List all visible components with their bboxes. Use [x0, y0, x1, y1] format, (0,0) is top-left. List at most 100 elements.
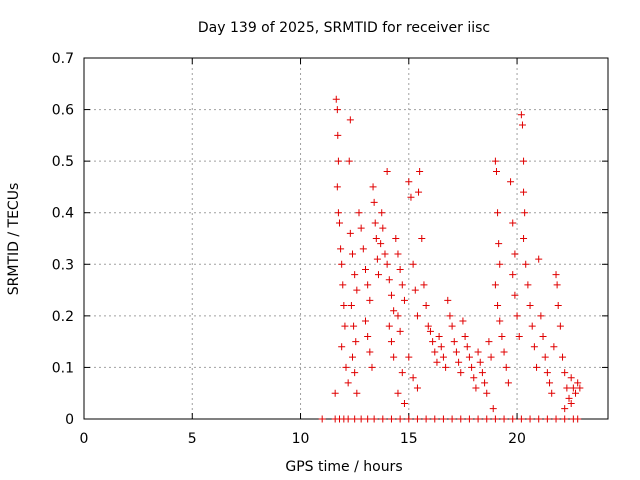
data-point [576, 384, 584, 392]
data-point [422, 415, 430, 423]
data-point [364, 281, 372, 289]
data-point [554, 302, 562, 310]
data-point [396, 327, 404, 335]
data-point [572, 389, 580, 397]
data-point [511, 250, 519, 258]
data-point [509, 219, 517, 227]
data-point [483, 415, 491, 423]
y-tick-label: 0.6 [52, 103, 74, 119]
data-point [352, 338, 360, 346]
data-point [342, 363, 350, 371]
data-point [446, 312, 454, 320]
data-point [394, 389, 402, 397]
data-point [465, 353, 473, 361]
y-tick-label: 0.2 [52, 309, 74, 325]
x-axis: 0 5 10 15 20 [80, 58, 526, 447]
data-point [470, 374, 478, 382]
data-point [495, 240, 503, 248]
data-point [336, 219, 344, 227]
data-point [361, 317, 369, 325]
x-tick-label: 20 [508, 431, 526, 447]
data-point [507, 178, 515, 186]
data-point [481, 379, 489, 387]
data-point [442, 363, 450, 371]
data-point [366, 348, 374, 356]
data-point [496, 260, 504, 268]
data-point [344, 415, 352, 423]
data-point [550, 343, 558, 351]
data-point [340, 302, 348, 310]
data-point [345, 157, 353, 165]
data-point [334, 157, 342, 165]
data-point [368, 363, 376, 371]
data-point [353, 389, 361, 397]
data-point [489, 405, 497, 413]
data-point [416, 167, 424, 175]
data-point [400, 400, 408, 408]
data-point [524, 281, 532, 289]
data-point [370, 198, 378, 206]
data-point [539, 332, 547, 340]
data-point [485, 338, 493, 346]
data-point [331, 389, 339, 397]
data-point [543, 369, 551, 377]
data-point [338, 343, 346, 351]
data-point [452, 348, 460, 356]
data-point [379, 224, 387, 232]
data-point [413, 415, 421, 423]
data-point [344, 379, 352, 387]
data-point [457, 369, 465, 377]
data-point [530, 343, 538, 351]
data-point [437, 343, 445, 351]
data-point [387, 338, 395, 346]
data-point [341, 322, 349, 330]
y-axis-label: SRMTID / TECUs [6, 183, 22, 296]
data-point [472, 384, 480, 392]
data-point [400, 296, 408, 304]
data-point [374, 271, 382, 279]
data-point [334, 209, 342, 217]
data-point [526, 415, 534, 423]
data-point [339, 281, 347, 289]
data-point [370, 415, 378, 423]
data-point [533, 363, 541, 371]
data-point [569, 384, 577, 392]
data-point [552, 415, 560, 423]
data-point [487, 353, 495, 361]
data-point [439, 353, 447, 361]
data-point [543, 415, 551, 423]
data-point [346, 229, 354, 237]
data-point [517, 111, 525, 119]
data-point [546, 379, 554, 387]
data-point [553, 281, 561, 289]
data-point [496, 317, 504, 325]
data-point [565, 394, 573, 402]
data-point [361, 265, 369, 273]
data-point [468, 363, 476, 371]
data-point [405, 353, 413, 361]
data-point [334, 131, 342, 139]
data-point [338, 260, 346, 268]
data-point [424, 322, 432, 330]
data-point [509, 415, 517, 423]
data-point [559, 353, 567, 361]
data-point [520, 235, 528, 242]
data-point [494, 302, 502, 310]
x-tick-label: 10 [292, 431, 310, 447]
data-point [491, 415, 499, 423]
x-tick-label: 15 [400, 431, 418, 447]
data-point [517, 415, 525, 423]
data-point [381, 250, 389, 258]
data-point [457, 415, 465, 423]
data-point [373, 255, 381, 263]
data-point [465, 415, 473, 423]
data-point [450, 338, 458, 346]
data-point [332, 95, 340, 103]
data-point [567, 374, 575, 382]
data-point [426, 327, 434, 335]
data-point [355, 209, 363, 217]
data-point [420, 281, 428, 289]
data-points [318, 95, 584, 423]
data-point [504, 379, 512, 387]
data-point [409, 260, 417, 268]
